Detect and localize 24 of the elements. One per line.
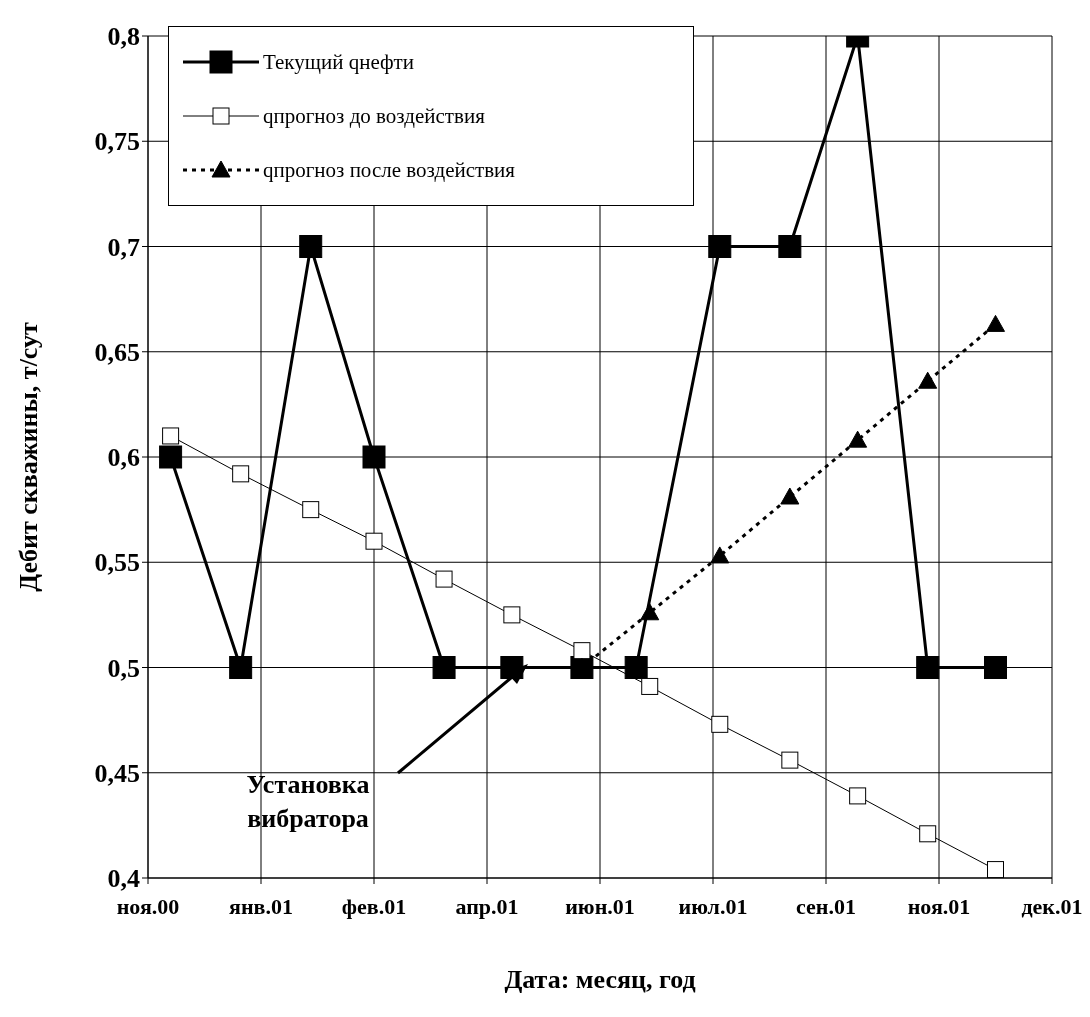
y-axis-title: Дебит скважины, т/сут [14,321,44,592]
y-tick-label: 0,5 [107,653,140,683]
x-tick-label: сен.01 [796,893,856,919]
x-tick-label: янв.01 [229,893,293,919]
y-tick-label: 0,75 [94,127,140,157]
x-tick-label: июл.01 [678,893,748,919]
y-tick-label: 0,45 [94,758,140,788]
y-tick-label: 0,65 [94,337,140,367]
x-tick-label: ноя.00 [116,893,180,919]
annotation: Установка вибратора [245,769,371,835]
legend-label: qпрогноз после воздействия [263,157,516,183]
x-tick-label: апр.01 [455,893,519,919]
x-tick-label: июн.01 [565,893,635,919]
y-tick-label: 0,6 [107,443,140,473]
x-tick-label: ноя.01 [907,893,971,919]
y-tick-label: 0,4 [107,864,140,894]
legend-label: Текущий qнефти [263,49,414,75]
x-axis-title: Дата: месяц, год [504,965,696,994]
x-tick-label: фев.01 [341,893,407,919]
y-tick-label: 0,8 [107,22,140,52]
x-tick-label: дек.01 [1021,893,1083,919]
y-tick-label: 0,7 [107,232,140,262]
legend-label: qпрогноз до воздействия [263,103,485,129]
y-tick-label: 0,55 [94,548,140,578]
